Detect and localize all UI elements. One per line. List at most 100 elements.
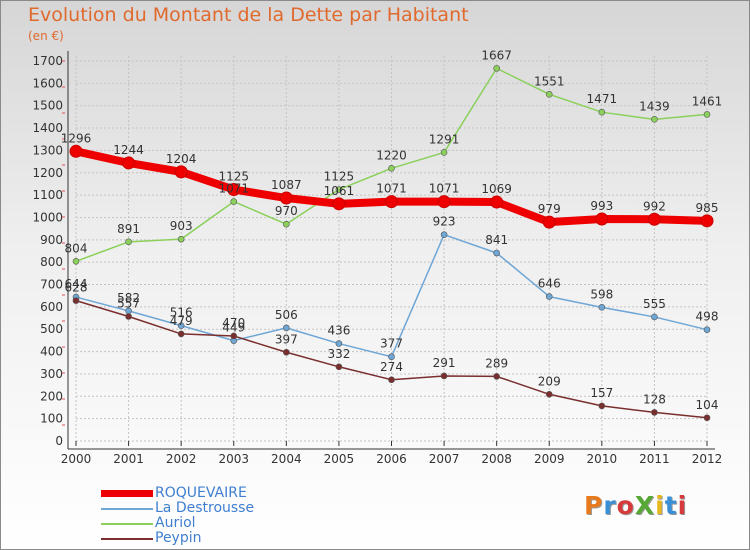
y-tick-label: 100 xyxy=(40,412,63,426)
x-tick-label: 2011 xyxy=(639,452,670,466)
legend-label: La Destrousse xyxy=(155,500,255,516)
data-point xyxy=(174,165,188,179)
data-label: 1244 xyxy=(113,143,144,157)
data-point xyxy=(493,373,500,380)
y-tick-label: 0 xyxy=(55,434,63,448)
data-point xyxy=(385,195,398,209)
data-label: 598 xyxy=(590,287,613,301)
data-point xyxy=(69,144,83,158)
chart-title: Evolution du Montant de la Dette par Hab… xyxy=(28,4,469,26)
data-point xyxy=(230,332,238,340)
data-point xyxy=(703,414,711,422)
data-point xyxy=(493,249,500,257)
data-point xyxy=(440,372,448,380)
data-label: 891 xyxy=(117,222,140,236)
y-tick-label: 1000 xyxy=(32,210,63,224)
x-tick-label: 2001 xyxy=(113,452,144,466)
data-label: 644 xyxy=(65,277,88,291)
data-point xyxy=(125,238,132,246)
data-point xyxy=(595,212,609,226)
data-point xyxy=(598,304,606,311)
data-label: 128 xyxy=(643,392,666,406)
logo-letter: i xyxy=(655,491,665,520)
x-tick-label: 2009 xyxy=(534,452,565,466)
data-point xyxy=(177,322,185,329)
data-label: 903 xyxy=(170,219,193,233)
data-label: 841 xyxy=(485,233,508,247)
y-tick-label: 1400 xyxy=(32,121,63,135)
axes: 0 100 200 300 400 500 600 700 800 900 1000 1100 1200… xyxy=(32,51,722,466)
legend-swatch xyxy=(101,538,153,540)
data-point xyxy=(227,183,241,197)
logo-letter: X xyxy=(634,491,656,520)
data-point xyxy=(279,191,293,205)
data-label: 804 xyxy=(65,241,88,255)
data-label: 970 xyxy=(275,204,298,218)
data-point xyxy=(490,195,504,209)
data-label: 628 xyxy=(65,281,88,295)
data-label: 1551 xyxy=(534,74,565,88)
data-label: 557 xyxy=(117,296,140,310)
data-point xyxy=(335,363,343,371)
x-tick-label: 2007 xyxy=(429,452,460,466)
data-label: 1087 xyxy=(271,178,302,192)
legend-label: ROQUEVAIRE xyxy=(155,485,247,501)
data-label: 157 xyxy=(590,386,613,400)
data-point xyxy=(598,108,606,116)
data-label: 979 xyxy=(538,202,561,216)
data-point xyxy=(542,215,556,229)
data-point xyxy=(437,195,451,209)
data-point xyxy=(72,297,80,304)
y-tick-label: 1600 xyxy=(32,76,63,90)
data-label: 1220 xyxy=(376,148,407,162)
y-tick-label: 600 xyxy=(40,300,63,314)
proxiti-logo: ProXiti xyxy=(584,491,687,520)
y-tick-label: 1300 xyxy=(32,143,63,157)
logo-letter: t xyxy=(664,491,678,520)
logo-letter: i xyxy=(677,491,688,520)
data-point xyxy=(651,409,658,416)
data-label: 993 xyxy=(590,199,613,213)
data-label: 104 xyxy=(696,398,719,412)
data-point xyxy=(703,111,711,118)
y-tick-label: 1200 xyxy=(32,166,63,180)
data-point xyxy=(335,340,343,347)
data-point xyxy=(125,313,132,320)
data-label: 1439 xyxy=(639,99,670,113)
data-point xyxy=(177,330,185,338)
data-point xyxy=(545,390,553,398)
data-label: 1125 xyxy=(218,170,249,184)
data-label: 436 xyxy=(327,324,350,338)
data-label: 555 xyxy=(643,297,666,311)
data-label: 516 xyxy=(170,306,193,320)
logo-letter: o xyxy=(616,491,635,520)
data-label: 1071 xyxy=(429,182,460,196)
series-group: 1296 1244 1204 1125 1087 1061 1071 1071 1069 979 9… xyxy=(61,48,722,422)
data-label: 397 xyxy=(275,332,298,346)
data-label: 992 xyxy=(643,199,666,213)
y-tick-label: 400 xyxy=(40,345,63,359)
data-point xyxy=(647,212,661,226)
data-label: 1061 xyxy=(324,184,355,198)
y-tick-label: 800 xyxy=(40,255,63,269)
data-point xyxy=(122,156,136,170)
data-point xyxy=(230,198,238,205)
legend-swatch xyxy=(101,523,153,525)
grid xyxy=(75,56,708,442)
data-label: 332 xyxy=(327,347,350,361)
data-point xyxy=(177,235,185,243)
data-point xyxy=(598,402,606,410)
unit-label: (en €) xyxy=(28,29,64,43)
y-tick-label: 500 xyxy=(40,322,63,336)
data-point xyxy=(388,164,395,172)
data-point xyxy=(651,313,658,321)
data-label: 377 xyxy=(380,337,403,351)
x-tick-label: 2008 xyxy=(481,452,512,466)
data-label: 985 xyxy=(696,201,719,215)
y-tick-label: 200 xyxy=(40,389,63,403)
data-label: 582 xyxy=(117,291,140,305)
x-tick-label: 2005 xyxy=(324,452,355,466)
data-point xyxy=(335,186,343,193)
data-point xyxy=(283,220,290,228)
